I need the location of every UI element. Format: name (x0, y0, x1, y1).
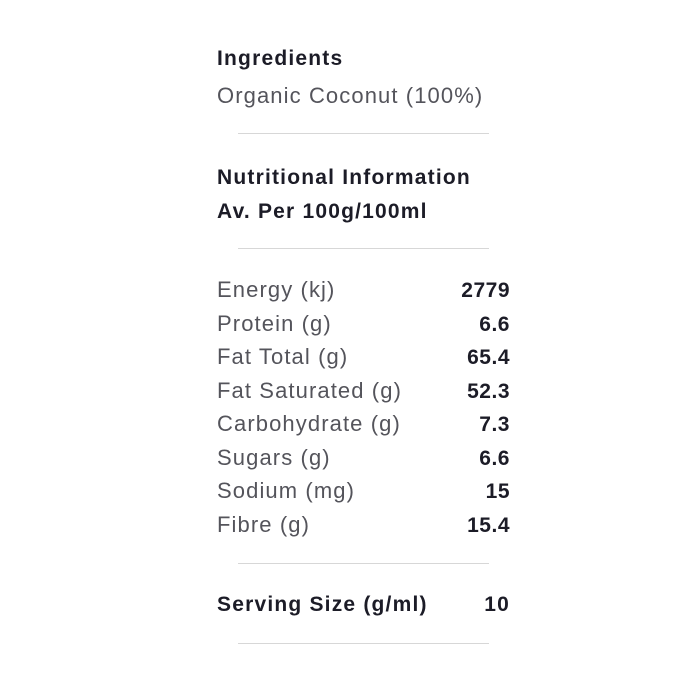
nutrition-row: Fat Total (g) 65.4 (217, 344, 510, 378)
nutrition-label: Fat Saturated (g) (217, 377, 402, 403)
nutrition-value: 65.4 (467, 346, 510, 369)
nutrition-subtitle: Av. Per 100g/100ml (217, 200, 428, 223)
ingredients-section: Ingredients Organic Coconut (100%) (217, 47, 510, 109)
nutrition-label: Fat Total (g) (217, 344, 349, 369)
nutrition-value: 2779 (461, 279, 510, 302)
section-divider (238, 248, 489, 249)
nutrition-value: 52.3 (467, 379, 510, 403)
nutrition-value: 6.6 (479, 446, 510, 470)
nutrition-value: 7.3 (479, 413, 510, 436)
nutrition-row: Sodium (mg) 15 (217, 478, 510, 512)
nutrition-row: Fat Saturated (g) 52.3 (217, 378, 510, 412)
serving-size-value: 10 (484, 593, 510, 616)
nutrition-row: Energy (kj) 2779 (217, 277, 510, 311)
nutrition-value: 6.6 (479, 312, 510, 336)
section-divider (238, 643, 489, 644)
nutrition-row: Carbohydrate (g) 7.3 (217, 411, 510, 445)
nutrition-label: Energy (kj) (217, 277, 336, 302)
nutrition-label: Sodium (mg) (217, 478, 356, 503)
serving-size-row: Serving Size (g/ml) 10 (217, 591, 510, 618)
section-divider (238, 133, 489, 134)
section-divider (238, 563, 489, 564)
product-info-panel: Ingredients Organic Coconut (100%) Nutri… (217, 47, 510, 644)
serving-size-label: Serving Size (g/ml) (217, 593, 428, 616)
nutrition-label: Carbohydrate (g) (217, 411, 401, 436)
nutrition-title: Nutritional Information (217, 166, 471, 189)
nutrition-row: Fibre (g) 15.4 (217, 512, 510, 546)
nutrition-label: Fibre (g) (217, 511, 311, 537)
nutrition-table: Energy (kj) 2779 Protein (g) 6.6 Fat Tot… (217, 277, 510, 545)
nutrition-heading: Nutritional Information Av. Per 100g/100… (217, 161, 510, 229)
nutrition-row: Protein (g) 6.6 (217, 311, 510, 345)
nutrition-label: Protein (g) (217, 310, 332, 336)
nutrition-value: 15 (485, 480, 510, 503)
nutrition-value: 15.4 (467, 513, 510, 537)
ingredients-value: Organic Coconut (100%) (217, 83, 484, 108)
nutrition-row: Sugars (g) 6.6 (217, 445, 510, 479)
ingredients-title: Ingredients (217, 47, 344, 70)
nutrition-label: Sugars (g) (217, 444, 331, 470)
